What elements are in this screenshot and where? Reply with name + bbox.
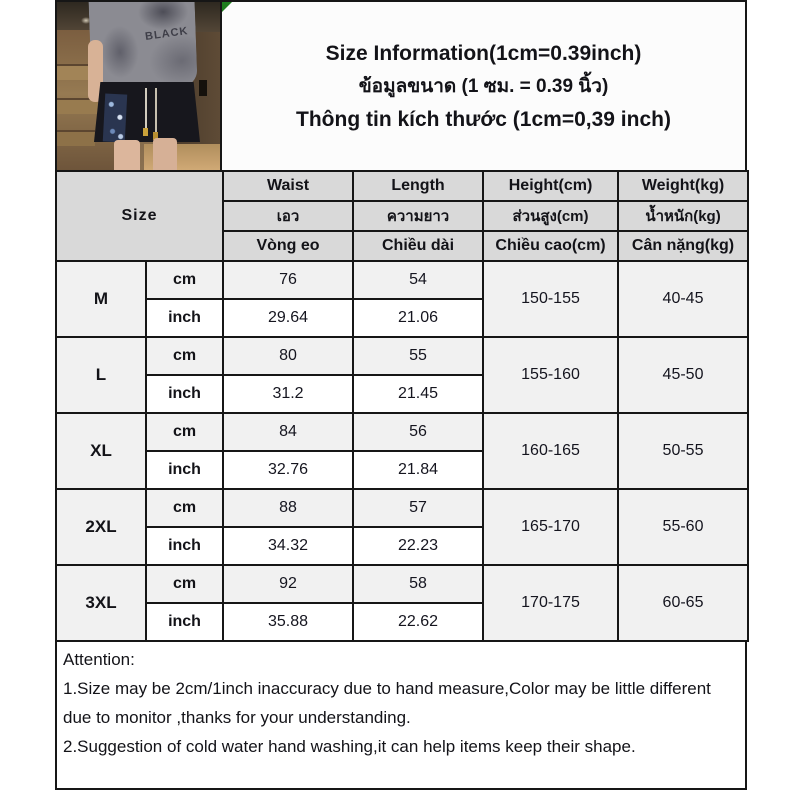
header-row-thai: เอว ความยาว ส่วนสูง(cm) น้ำหนัก(kg) xyxy=(56,200,750,232)
shorts-drawstring xyxy=(145,88,147,130)
length-cm-value: 56 xyxy=(352,412,485,452)
cell-corner-flag-icon xyxy=(222,2,232,12)
length-cm-value: 54 xyxy=(352,260,485,300)
header-height-vi: Chiều cao(cm) xyxy=(482,230,620,262)
attention-box: Attention: 1.Size may be 2cm/1inch inacc… xyxy=(55,640,747,790)
title-block: Size Information(1cm=0.39inch) ข้อมูลขนา… xyxy=(222,0,747,172)
header-row-vietnamese: Vòng eo Chiều dài Chiều cao(cm) Cân nặng… xyxy=(56,230,750,262)
waist-inch-value: 34.32 xyxy=(222,526,355,566)
size-label: 3XL xyxy=(55,564,147,642)
weight-range-value: 45-50 xyxy=(617,336,750,414)
unit-cm-label: cm xyxy=(144,336,225,376)
waist-inch-value: 35.88 xyxy=(222,602,355,642)
sheet-content: BLACK Size Information(1cm=0.39inch) ข้อ… xyxy=(54,0,750,790)
table-row: L cm 80 55 155-160 45-50 xyxy=(55,336,750,414)
header-weight-th: น้ำหนัก(kg) xyxy=(617,200,750,232)
length-cm-value: 57 xyxy=(352,488,485,528)
header-height-en: Height(cm) xyxy=(482,170,620,202)
length-inch-value: 21.84 xyxy=(352,450,485,490)
unit-cm-label: cm xyxy=(144,564,225,604)
header-height-th: ส่วนสูง(cm) xyxy=(482,200,620,232)
weight-range-value: 50-55 xyxy=(617,412,750,490)
drawstring-bead xyxy=(153,132,158,140)
model-leg xyxy=(153,138,177,170)
length-inch-value: 21.06 xyxy=(352,298,485,338)
table-row: inch 34.32 22.23 xyxy=(56,526,748,566)
header-length-th: ความยาว xyxy=(352,200,485,232)
waist-cm-value: 84 xyxy=(222,412,355,452)
height-range-value: 155-160 xyxy=(482,336,620,414)
attention-heading: Attention: xyxy=(63,650,135,669)
attention-note-2: 2.Suggestion of cold water hand washing,… xyxy=(63,737,636,756)
unit-inch-label: inch xyxy=(144,602,225,642)
waist-cm-value: 76 xyxy=(222,260,355,300)
unit-inch-label: inch xyxy=(144,526,225,566)
height-range-value: 160-165 xyxy=(482,412,620,490)
length-inch-value: 21.45 xyxy=(352,374,485,414)
header-waist-vi: Vòng eo xyxy=(222,230,355,262)
header-length-vi: Chiều dài xyxy=(352,230,485,262)
header-row-english: Size Waist Length Height(cm) Weight(kg) xyxy=(54,170,750,262)
length-inch-value: 22.23 xyxy=(352,526,485,566)
waist-inch-value: 32.76 xyxy=(222,450,355,490)
waist-inch-value: 31.2 xyxy=(222,374,355,414)
header-length-en: Length xyxy=(352,170,485,202)
table-row: 3XL cm 92 58 170-175 60-65 xyxy=(55,564,750,642)
photo-door-lock xyxy=(199,80,207,96)
shorts-floral-panel xyxy=(102,93,128,143)
waist-cm-value: 92 xyxy=(222,564,355,604)
length-inch-value: 22.62 xyxy=(352,602,485,642)
header-weight-en: Weight(kg) xyxy=(617,170,750,202)
table-row: inch 29.64 21.06 xyxy=(56,298,748,338)
unit-cm-label: cm xyxy=(144,412,225,452)
table-row: 2XL cm 88 57 165-170 55-60 xyxy=(55,488,750,566)
table-row: M cm 76 54 150-155 40-45 xyxy=(55,260,750,338)
unit-cm-label: cm xyxy=(144,260,225,300)
model-gray-tshirt xyxy=(88,2,198,90)
model-arm xyxy=(88,40,103,102)
header-waist-th: เอว xyxy=(222,200,355,232)
top-row: BLACK Size Information(1cm=0.39inch) ข้อ… xyxy=(55,0,747,172)
photo-stair-step xyxy=(57,98,101,114)
size-table-body: M cm 76 54 150-155 40-45 inch 29.64 21.0… xyxy=(55,260,750,642)
size-table-header: Size Waist Length Height(cm) Weight(kg) … xyxy=(54,170,750,262)
photo-ceiling-light-2 xyxy=(81,17,91,24)
title-thai: ข้อมูลขนาด (1 ซม. = 0.39 นิ้ว) xyxy=(358,75,609,97)
waist-cm-value: 80 xyxy=(222,336,355,376)
table-row: inch 32.76 21.84 xyxy=(56,450,748,490)
size-column-header: Size xyxy=(54,170,225,262)
drawstring-bead xyxy=(143,128,148,136)
size-label: 2XL xyxy=(55,488,147,566)
title-english: Size Information(1cm=0.39inch) xyxy=(325,41,642,65)
size-label: L xyxy=(55,336,147,414)
size-label: M xyxy=(55,260,147,338)
weight-range-value: 60-65 xyxy=(617,564,750,642)
title-vietnamese: Thông tin kích thước (1cm=0,39 inch) xyxy=(296,107,671,131)
table-row: XL cm 84 56 160-165 50-55 xyxy=(55,412,750,490)
header-weight-vi: Cân nặng(kg) xyxy=(617,230,750,262)
attention-note-1: 1.Size may be 2cm/1inch inaccuracy due t… xyxy=(63,679,711,727)
unit-cm-label: cm xyxy=(144,488,225,528)
height-range-value: 165-170 xyxy=(482,488,620,566)
product-photo: BLACK xyxy=(55,0,222,172)
header-waist-en: Waist xyxy=(222,170,355,202)
model-leg xyxy=(114,140,140,170)
length-cm-value: 58 xyxy=(352,564,485,604)
unit-inch-label: inch xyxy=(144,374,225,414)
weight-range-value: 40-45 xyxy=(617,260,750,338)
height-range-value: 170-175 xyxy=(482,564,620,642)
size-label: XL xyxy=(55,412,147,490)
shorts-drawstring xyxy=(155,88,157,134)
photo-stair-step xyxy=(57,130,95,146)
waist-inch-value: 29.64 xyxy=(222,298,355,338)
size-table: Size Waist Length Height(cm) Weight(kg) … xyxy=(54,170,750,642)
length-cm-value: 55 xyxy=(352,336,485,376)
waist-cm-value: 88 xyxy=(222,488,355,528)
unit-inch-label: inch xyxy=(144,298,225,338)
unit-inch-label: inch xyxy=(144,450,225,490)
height-range-value: 150-155 xyxy=(482,260,620,338)
weight-range-value: 55-60 xyxy=(617,488,750,566)
table-row: inch 31.2 21.45 xyxy=(56,374,748,414)
